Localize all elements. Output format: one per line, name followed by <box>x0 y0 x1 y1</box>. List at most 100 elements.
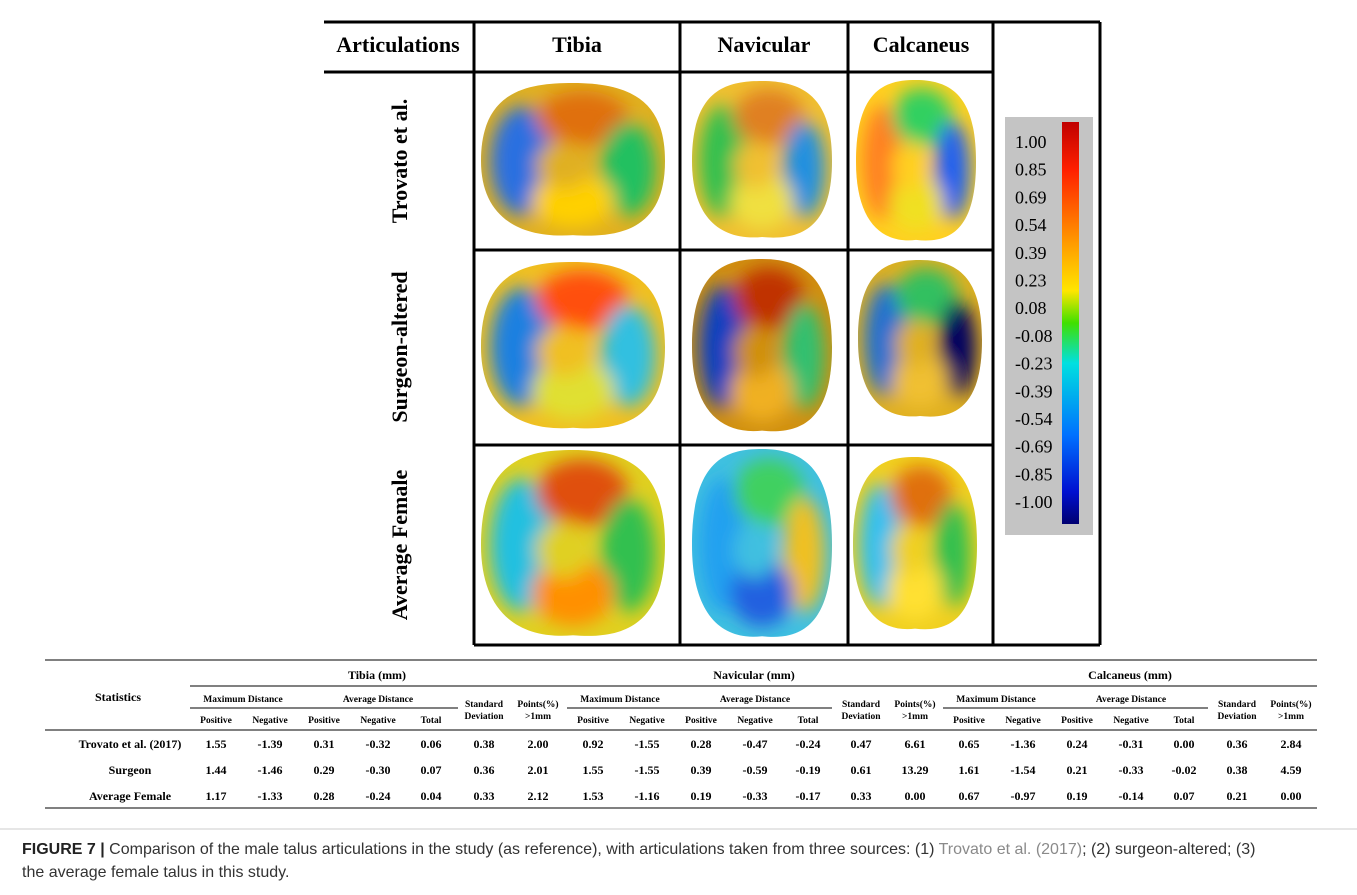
row-label: Trovato et al. (2017) <box>79 737 182 751</box>
cell: 0.92 <box>583 737 604 751</box>
bone-map <box>481 450 665 640</box>
cell: 2.00 <box>528 737 549 751</box>
subgroup-header: Average Distance <box>343 695 413 705</box>
bone-blob <box>892 142 928 191</box>
cell: 0.29 <box>314 763 335 777</box>
row-label: Trovato et al. <box>387 99 412 223</box>
bone-blob <box>734 141 776 189</box>
caption-link[interactable]: Trovato et al. (2017) <box>939 841 1082 858</box>
bone-map <box>692 259 832 435</box>
cell: -0.24 <box>366 789 391 803</box>
column-header: Tibia <box>552 32 602 57</box>
bone-map <box>692 81 832 241</box>
cell: -0.24 <box>796 737 821 751</box>
cell: -1.16 <box>635 789 660 803</box>
subgroup-header: Average Distance <box>1096 695 1166 705</box>
cell: -0.33 <box>1119 763 1144 777</box>
cell: 0.19 <box>1067 789 1088 803</box>
bone-map <box>856 80 976 244</box>
column-header: Negative <box>629 716 664 726</box>
colorbar-label: -1.00 <box>1015 492 1053 512</box>
bone-blob <box>536 326 591 377</box>
cell: -0.47 <box>743 737 768 751</box>
bone-blob <box>536 521 591 578</box>
bone-blob <box>890 523 927 576</box>
cell: -1.55 <box>635 763 660 777</box>
cell: 0.38 <box>474 737 495 751</box>
column-header: Total <box>421 716 442 726</box>
cell: 1.44 <box>206 763 227 777</box>
column-header: Points(%)>1mm <box>517 699 558 722</box>
bone-blob <box>536 142 591 189</box>
column-header: Positive <box>685 716 717 726</box>
cell: 0.65 <box>959 737 980 751</box>
cell: 1.17 <box>206 789 227 803</box>
colorbar-label: 0.08 <box>1015 298 1047 318</box>
cell: -0.30 <box>366 763 391 777</box>
colorbar-label: -0.39 <box>1015 381 1053 401</box>
cell: -1.33 <box>258 789 283 803</box>
cell: 0.61 <box>851 763 872 777</box>
cell: 0.38 <box>1227 763 1248 777</box>
cell: -1.39 <box>258 737 283 751</box>
cell: 1.55 <box>206 737 227 751</box>
column-header: Negative <box>252 716 287 726</box>
cell: 0.19 <box>691 789 712 803</box>
cell: 0.00 <box>1174 737 1195 751</box>
cell: 1.61 <box>959 763 980 777</box>
cell: 0.00 <box>905 789 926 803</box>
column-header: Positive <box>308 716 340 726</box>
colorbar-label: -0.69 <box>1015 437 1053 457</box>
cell: -1.54 <box>1011 763 1036 777</box>
cell: 6.61 <box>905 737 926 751</box>
cell: 0.33 <box>474 789 495 803</box>
cell: 0.00 <box>1281 789 1302 803</box>
colorbar-label: -0.85 <box>1015 464 1053 484</box>
column-header: Positive <box>953 716 985 726</box>
cell: 0.06 <box>421 737 442 751</box>
column-header: Negative <box>360 716 395 726</box>
column-header: Total <box>1174 716 1195 726</box>
stub-header: Statistics <box>95 690 141 704</box>
cell: 0.31 <box>314 737 335 751</box>
cell: 0.28 <box>314 789 335 803</box>
group-header: Calcaneus (mm) <box>1088 668 1172 682</box>
bone-map <box>853 457 977 633</box>
cell: 2.01 <box>528 763 549 777</box>
cell: 0.67 <box>959 789 980 803</box>
column-header: Total <box>798 716 819 726</box>
column-header: Negative <box>737 716 772 726</box>
bone-map <box>858 260 982 420</box>
bone-map <box>481 83 665 239</box>
colorbar <box>1062 122 1079 524</box>
cell: -0.19 <box>796 763 821 777</box>
cell: -0.31 <box>1119 737 1144 751</box>
cell: 0.21 <box>1067 763 1088 777</box>
row-label: Average Female <box>387 470 412 621</box>
column-header: Points(%)>1mm <box>1270 699 1311 722</box>
colorbar-label: 1.00 <box>1015 132 1047 152</box>
cell: 4.59 <box>1281 763 1302 777</box>
cell: 0.04 <box>421 789 442 803</box>
cell: -0.32 <box>366 737 391 751</box>
column-header: Points(%)>1mm <box>894 699 935 722</box>
column-header: Navicular <box>718 32 811 57</box>
bone-map <box>481 262 665 432</box>
column-header: Negative <box>1005 716 1040 726</box>
page: {"figure":{"corner_header":"Articulation… <box>0 0 1357 895</box>
bone-blob <box>734 325 776 378</box>
cell: -0.97 <box>1011 789 1036 803</box>
column-header: Positive <box>577 716 609 726</box>
corner-header: Articulations <box>336 32 460 57</box>
cell: 0.33 <box>851 789 872 803</box>
cell: 0.36 <box>1227 737 1248 751</box>
cell: 0.07 <box>421 763 442 777</box>
group-header: Navicular (mm) <box>713 668 794 682</box>
cell: 0.21 <box>1227 789 1248 803</box>
cell: -1.36 <box>1011 737 1036 751</box>
colorbar-label: 0.85 <box>1015 160 1047 180</box>
cell: 0.36 <box>474 763 495 777</box>
cell: 13.29 <box>902 763 929 777</box>
